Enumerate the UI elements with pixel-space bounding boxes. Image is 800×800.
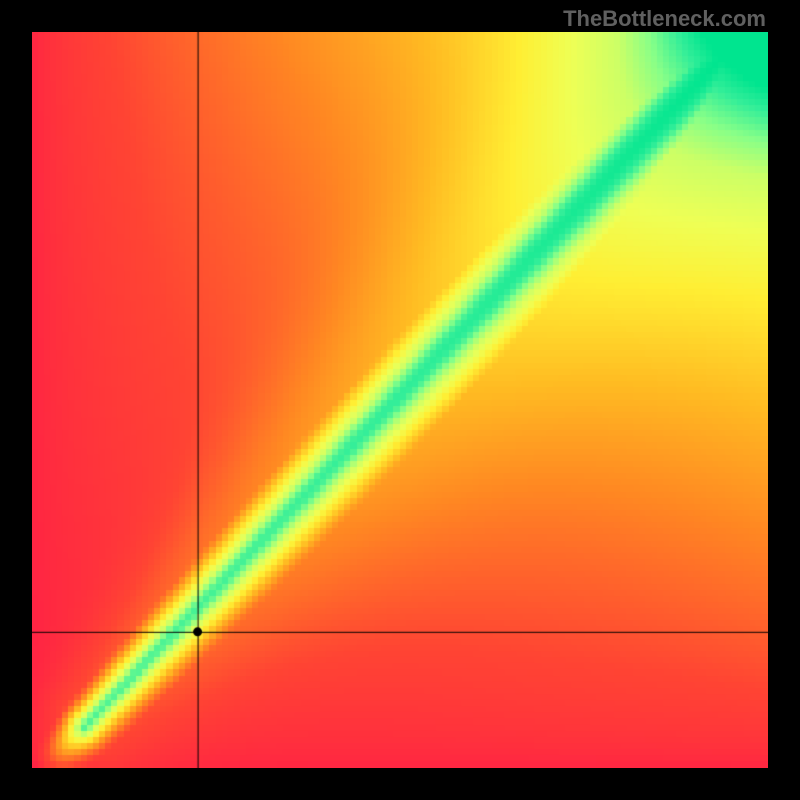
chart-container: TheBottleneck.com: [0, 0, 800, 800]
bottleneck-heatmap: [32, 32, 768, 768]
watermark-text: TheBottleneck.com: [563, 6, 766, 32]
